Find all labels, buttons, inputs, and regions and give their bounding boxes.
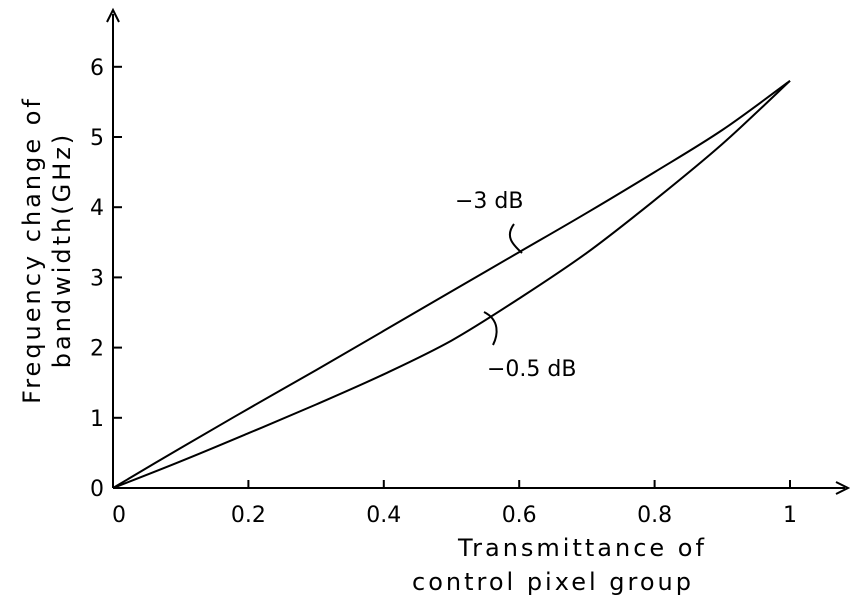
y-axis-title-line-1: Frequency change of [18, 96, 46, 404]
series-layer [113, 81, 790, 488]
series-line-minus-3db [113, 81, 790, 488]
x-tick-label: 0.6 [502, 503, 537, 528]
y-tick-label: 4 [90, 196, 104, 221]
x-axis-title: Transmittance of control pixel group [412, 534, 707, 596]
x-tick-label: 0.8 [637, 503, 672, 528]
leader-line-minus-3db [510, 224, 522, 253]
series-line-minus-0-5db [113, 81, 790, 488]
x-tick-label: 1 [783, 503, 797, 528]
series-label-minus-3db: −3 dB [455, 189, 523, 214]
y-axis-title: Frequency change of bandwidth(GHz) [18, 96, 76, 404]
x-tick-label: 0.4 [366, 503, 401, 528]
y-axis-title-line-2: bandwidth(GHz) [48, 132, 76, 369]
plot-axes [107, 10, 848, 494]
y-tick-label: 0 [90, 477, 104, 502]
y-tick-label: 2 [90, 337, 104, 362]
x-axis-title-line-1: Transmittance of [457, 534, 707, 562]
y-tick-label: 6 [90, 56, 104, 81]
y-tick-label: 5 [90, 126, 104, 151]
x-tick-label: 0.2 [231, 503, 266, 528]
y-tick-label: 3 [90, 266, 104, 291]
series-label-minus-0-5db: −0.5 dB [487, 357, 576, 382]
x-axis-title-line-2: control pixel group [412, 568, 694, 596]
leader-line-minus-0-5db [484, 312, 497, 345]
series-labels: −3 dB −0.5 dB [455, 189, 576, 382]
y-ticks: 0 1 2 3 4 5 6 [90, 56, 122, 502]
y-tick-label: 1 [90, 407, 104, 432]
x-tick-label: 0 [112, 503, 126, 528]
